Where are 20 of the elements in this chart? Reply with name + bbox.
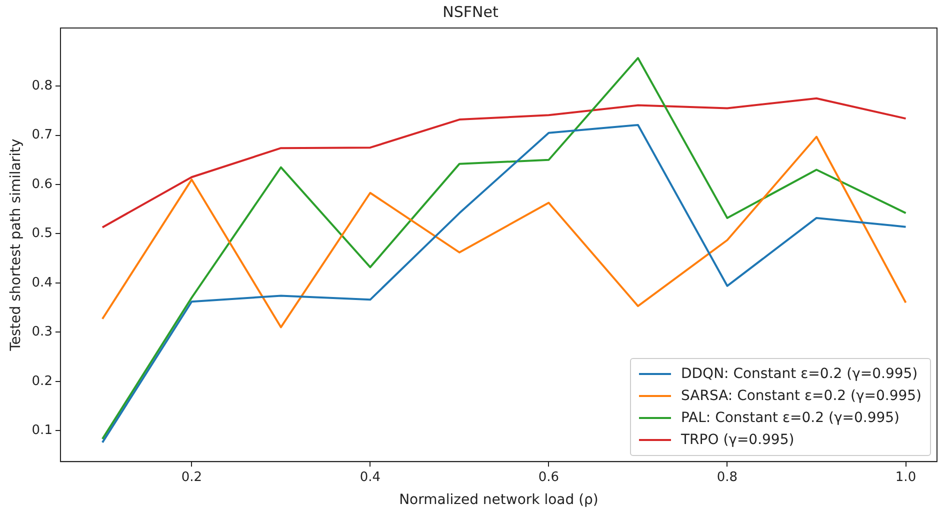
y-tick-label: 0.2: [32, 374, 52, 389]
legend-label: PAL: Constant ε=0.2 (γ=0.995): [681, 410, 900, 426]
y-tick-label: 0.6: [32, 176, 52, 192]
y-tick-label: 0.3: [32, 324, 52, 340]
chart-title: NSFNet: [442, 2, 498, 21]
legend-label: SARSA: Constant ε=0.2 (γ=0.995): [681, 388, 922, 404]
legend-label: DDQN: Constant ε=0.2 (γ=0.995): [681, 366, 918, 382]
y-axis-title: Tested shortest path similarity: [8, 138, 24, 352]
y-tick-label: 0.7: [32, 128, 52, 143]
y-tick-label: 0.8: [32, 78, 52, 94]
x-tick-label: 0.4: [360, 470, 381, 485]
y-tick-label: 0.1: [32, 422, 52, 438]
x-axis-title: Normalized network load (ρ): [399, 492, 598, 508]
y-tick-label: 0.4: [32, 275, 52, 290]
y-tick-label: 0.5: [32, 226, 52, 242]
legend-label: TRPO (γ=0.995): [681, 432, 794, 448]
x-tick-label: 0.2: [181, 470, 202, 485]
x-tick-label: 0.6: [538, 470, 560, 485]
x-tick-label: 1.0: [895, 470, 916, 485]
x-tick-label: 0.8: [716, 470, 738, 485]
